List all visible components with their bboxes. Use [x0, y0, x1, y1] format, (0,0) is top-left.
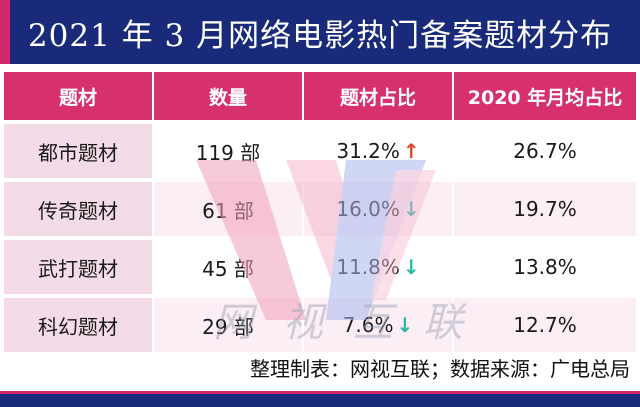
row-share: 16.0% ↓: [304, 182, 452, 236]
bottom-bar: [0, 391, 640, 407]
table-header-row: 题材 数量 题材占比 2020 年月均占比: [4, 72, 636, 120]
row-topic: 都市题材: [4, 124, 152, 178]
table-row: 传奇题材 61 部 16.0% ↓ 19.7%: [4, 182, 636, 236]
table-row: 都市题材 119 部 31.2% ↑ 26.7%: [4, 124, 636, 178]
page-title: 2021 年 3 月网络电影热门备案题材分布: [27, 17, 613, 54]
row-topic: 科幻题材: [4, 298, 152, 352]
arrow-down-icon: ↓: [402, 255, 420, 279]
row-topic: 武打题材: [4, 240, 152, 294]
column-header-avg2020: 2020 年月均占比: [454, 72, 636, 120]
row-avg2020: 12.7%: [454, 298, 636, 352]
row-count: 45 部: [154, 240, 302, 294]
row-avg2020: 13.8%: [454, 240, 636, 294]
row-count: 119 部: [154, 124, 302, 178]
row-share: 11.8% ↓: [304, 240, 452, 294]
arrow-up-icon: ↑: [402, 139, 420, 163]
row-avg2020: 26.7%: [454, 124, 636, 178]
row-count: 61 部: [154, 182, 302, 236]
column-header-share: 题材占比: [304, 72, 452, 120]
title-divider: [0, 64, 640, 72]
title-bar: 2021 年 3 月网络电影热门备案题材分布: [0, 0, 640, 64]
row-share-value: 16.0%: [336, 197, 400, 221]
source-note: 整理制表：网视互联；数据来源：广电总局: [250, 357, 630, 381]
row-share: 31.2% ↑: [304, 124, 452, 178]
table-row: 武打题材 45 部 11.8% ↓ 13.8%: [4, 240, 636, 294]
watermark-text: 网视互联: [213, 300, 493, 346]
arrow-down-icon: ↓: [402, 197, 420, 221]
column-header-topic: 题材: [4, 72, 152, 120]
row-avg2020: 19.7%: [454, 182, 636, 236]
column-header-count: 数量: [154, 72, 302, 120]
row-topic: 传奇题材: [4, 182, 152, 236]
row-share-value: 31.2%: [336, 139, 400, 163]
row-share-value: 11.8%: [336, 255, 400, 279]
